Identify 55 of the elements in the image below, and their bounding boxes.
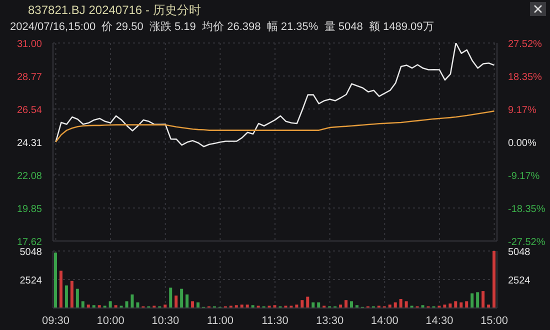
y2-tick-label: -18.35% [508, 204, 546, 216]
bar [180, 288, 184, 308]
y-tick-label: 2524 [20, 276, 42, 286]
bar [399, 298, 402, 308]
x-tick-label: 14:00 [370, 314, 398, 327]
chart-title: 837821.BJ 20240716 - 历史分时 [28, 2, 201, 19]
bar [404, 301, 408, 308]
bar [191, 301, 194, 308]
y-tick-label: 28.77 [16, 72, 42, 83]
y-tick-label: 26.54 [16, 105, 42, 116]
bar [64, 285, 68, 308]
bar [465, 301, 468, 308]
line-series [55, 43, 495, 148]
y-tick-label: 31.00 [16, 39, 42, 50]
y-tick-label: 24.31 [16, 138, 42, 149]
bar [344, 300, 348, 308]
y-tick-label: 17.62 [16, 237, 42, 248]
y-tick-label: 22.08 [16, 171, 42, 182]
bar [59, 270, 62, 308]
bar [125, 301, 128, 308]
bar [476, 292, 480, 308]
x-tick-label: 11:30 [262, 314, 288, 327]
y-tick-label: 19.85 [16, 204, 42, 215]
y2-tick-label: 2524 [508, 276, 531, 286]
bar [454, 301, 458, 308]
bar [482, 291, 485, 308]
bar [130, 294, 134, 308]
y2-tick-label: 9.17% [508, 105, 536, 116]
y2-tick-label: 27.52% [508, 39, 542, 50]
y2-tick-label: -27.52% [508, 237, 546, 248]
bar [300, 300, 304, 308]
bar [470, 293, 474, 308]
bar [174, 296, 178, 308]
y2-tick-label: 5048 [508, 247, 531, 258]
bar [76, 288, 79, 308]
y2-tick-label: 0.00% [508, 138, 536, 149]
y2-tick-label: -9.17% [508, 170, 540, 182]
x-tick-label: 10:00 [96, 314, 124, 327]
x-tick-label: 13:30 [316, 314, 344, 327]
x-tick-label: 14:30 [426, 314, 454, 327]
x-tick-label: 10:30 [152, 314, 180, 327]
x-tick-label: 09:30 [42, 314, 70, 327]
bar [81, 301, 84, 308]
bar [108, 301, 112, 308]
x-tick-label: 15:00 [480, 314, 508, 327]
bar [70, 280, 74, 308]
x-tick-label: 11:00 [206, 314, 234, 327]
chart-subtitle: 2024/07/16,15:00 价 29.50 涨跌 5.19 均价 26.398 幅 21.35% 量 5048 额 1489.09万 [10, 20, 434, 34]
y-tick-label: 5048 [20, 247, 42, 258]
bar [350, 301, 353, 308]
y2-tick-label: 18.35% [508, 72, 542, 83]
bar [186, 294, 189, 308]
bar [306, 296, 310, 308]
line-series [55, 110, 495, 143]
bar [169, 288, 172, 308]
